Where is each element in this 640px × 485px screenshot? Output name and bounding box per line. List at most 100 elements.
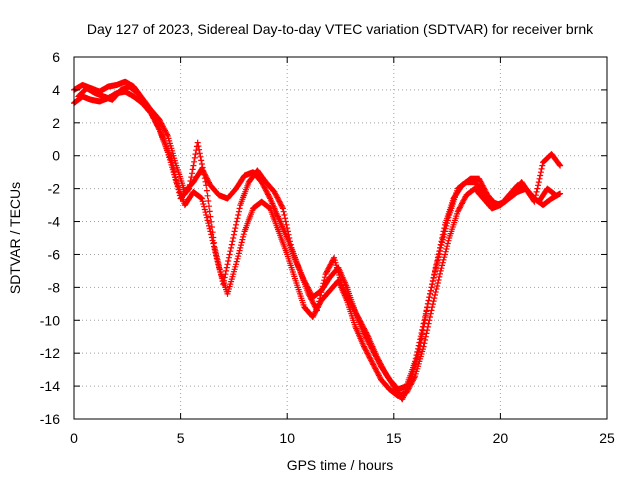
data-point <box>235 253 242 260</box>
data-point <box>315 301 322 308</box>
y-tick-label: -8 <box>48 279 61 295</box>
data-point <box>427 314 433 320</box>
data-point <box>206 208 213 215</box>
data-point <box>206 203 212 210</box>
y-tick-label: -2 <box>48 181 61 197</box>
data-point <box>424 304 431 311</box>
data-point <box>535 179 542 186</box>
plot-frame <box>73 56 608 420</box>
data-point <box>444 240 451 247</box>
data-point <box>440 256 447 263</box>
data-point <box>437 270 443 277</box>
data-point <box>238 242 244 249</box>
x-tick-label: 5 <box>177 430 185 446</box>
data-point <box>427 287 434 294</box>
data-point <box>316 298 323 305</box>
data-point <box>190 162 197 169</box>
data-point <box>314 307 320 314</box>
y-tick-label: -6 <box>48 246 61 262</box>
data-point <box>432 264 439 271</box>
data-point <box>206 222 212 229</box>
data-point <box>426 317 433 324</box>
data-point <box>434 254 441 261</box>
data-point <box>200 201 207 207</box>
data-point <box>434 280 441 286</box>
data-point <box>318 289 325 296</box>
data-point <box>423 308 430 315</box>
data-point <box>438 238 445 245</box>
data-point <box>234 255 241 262</box>
data-point <box>213 250 220 257</box>
data-point <box>186 181 193 188</box>
tick-labels: 0 5 10 15 20 25 -16 -14 -12 -10 -8 -6 -4 -2 0 2 4 6 <box>40 49 615 446</box>
data-point <box>226 251 233 258</box>
data-point <box>419 331 426 338</box>
data-point <box>287 241 294 248</box>
data-point <box>420 323 427 330</box>
data-point <box>222 271 229 278</box>
data-point <box>314 304 321 311</box>
data-point <box>437 241 444 248</box>
chart-title: Day 127 of 2023, Sidereal Day-to-day VTE… <box>87 21 594 37</box>
data-point <box>237 244 244 251</box>
x-tick-label: 20 <box>493 430 509 446</box>
data-point <box>176 189 183 196</box>
data-point <box>207 213 214 220</box>
data-point <box>170 165 177 172</box>
data-point <box>198 161 205 167</box>
data-point <box>201 206 208 213</box>
data-point <box>233 221 239 228</box>
data-point <box>211 244 218 251</box>
data-point <box>203 182 210 189</box>
data-point <box>234 215 241 222</box>
y-tick-label: 2 <box>52 115 60 131</box>
data-point <box>225 254 232 261</box>
data-point <box>187 178 194 184</box>
data-point <box>199 164 206 171</box>
data-point <box>423 330 430 337</box>
data-points <box>71 78 564 403</box>
data-point <box>217 269 224 275</box>
data-point <box>557 162 564 169</box>
data-point <box>443 246 450 252</box>
data-point <box>433 261 440 268</box>
data-point <box>202 209 209 216</box>
data-point <box>169 159 176 166</box>
data-point <box>203 187 210 194</box>
data-point <box>235 208 242 215</box>
data-point <box>535 182 542 189</box>
data-point <box>422 333 429 340</box>
data-point <box>169 162 176 169</box>
y-tick-label: 4 <box>52 82 60 98</box>
data-point <box>440 228 447 235</box>
data-point <box>441 225 448 232</box>
data-point <box>432 267 438 274</box>
y-tick-label: -16 <box>40 411 60 427</box>
series-track-c <box>75 83 559 403</box>
data-point <box>194 139 201 146</box>
data-point <box>223 264 230 271</box>
data-point <box>233 258 240 265</box>
data-point <box>317 292 324 299</box>
data-point <box>418 335 425 342</box>
y-tick-label: -4 <box>48 214 61 230</box>
data-point <box>173 177 180 184</box>
data-point <box>191 154 198 161</box>
data-point <box>240 231 247 238</box>
data-point <box>188 174 195 181</box>
data-point <box>235 250 242 257</box>
data-point <box>216 266 223 272</box>
data-point <box>436 248 443 255</box>
data-point <box>428 284 435 291</box>
y-tick-label: 0 <box>52 148 60 164</box>
data-point <box>433 286 440 292</box>
data-point <box>204 192 211 199</box>
data-point <box>435 277 442 283</box>
data-point <box>539 162 546 169</box>
data-point <box>195 143 202 150</box>
data-point <box>421 320 428 326</box>
data-point <box>321 277 328 284</box>
